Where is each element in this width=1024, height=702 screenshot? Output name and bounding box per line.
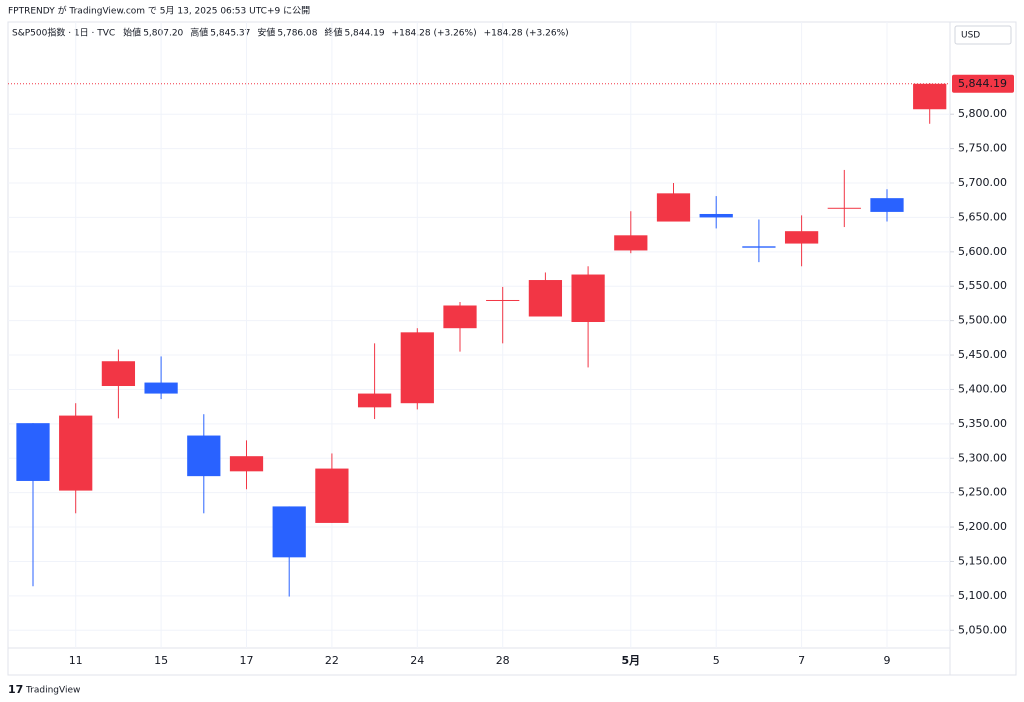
- candle-body: [101, 361, 136, 387]
- change-label: +184.28 (+3.26%): [392, 29, 477, 39]
- candle-body: [614, 235, 648, 251]
- last-price-label: 5,844.19: [958, 77, 1007, 90]
- candle-body: [16, 423, 50, 481]
- y-tick-label: 5,800.00: [958, 107, 1007, 120]
- candle-body: [357, 393, 392, 408]
- candle-body: [144, 382, 178, 394]
- legend-value: 5,845.37: [210, 29, 250, 39]
- logo: 17: [8, 683, 23, 696]
- candle-body: [699, 213, 733, 218]
- y-tick-label: 5,250.00: [958, 486, 1007, 499]
- candle-body: [400, 332, 434, 404]
- x-tick-label: 22: [325, 654, 339, 667]
- legend-label: 高値: [190, 27, 208, 39]
- y-tick-label: 5,500.00: [958, 314, 1007, 327]
- legend-label: 終値: [324, 27, 342, 39]
- last-price-box: [952, 74, 1014, 93]
- x-tick-label: 7: [798, 654, 805, 667]
- symbol: S&P500指数 · 1日 · TVC: [12, 27, 115, 39]
- y-tick-label: 5,600.00: [958, 245, 1007, 258]
- x-tick-label: 11: [69, 654, 83, 667]
- candle-body: [827, 207, 861, 209]
- candle-body: [187, 435, 221, 477]
- y-tick-label: 5,450.00: [958, 348, 1007, 361]
- x-tick-label: 15: [154, 654, 168, 667]
- y-tick-label: 5,200.00: [958, 520, 1007, 533]
- x-tick-label: 5月: [621, 654, 640, 667]
- candle-body: [571, 274, 605, 323]
- legend-value: 5,786.08: [277, 29, 317, 39]
- candle-body: [486, 299, 520, 301]
- legend-value: 5,807.20: [143, 29, 183, 39]
- y-tick-label: 5,650.00: [958, 210, 1007, 223]
- candle-body: [784, 231, 819, 244]
- y-tick-label: 5,150.00: [958, 554, 1007, 567]
- candle-body: [656, 193, 691, 222]
- footer-brand: TradingView: [25, 686, 80, 696]
- change-label: +184.28 (+3.26%): [484, 29, 569, 39]
- x-tick-label: 17: [240, 654, 254, 667]
- x-tick-label: 28: [496, 654, 510, 667]
- candle-body: [315, 468, 349, 523]
- y-tick-label: 5,350.00: [958, 417, 1007, 430]
- x-tick-label: 5: [713, 654, 720, 667]
- legend-label: 安値: [257, 27, 275, 39]
- candle-body: [870, 198, 904, 212]
- x-tick-label: 9: [884, 654, 891, 667]
- chart-frame: [7, 21, 1017, 676]
- candle-body: [528, 280, 563, 317]
- header-title: FPTRENDY が TradingView.com で 5月 13, 2025…: [8, 5, 310, 17]
- y-tick-label: 5,550.00: [958, 279, 1007, 292]
- candle-body: [742, 246, 776, 248]
- candle-body: [443, 305, 477, 329]
- legend-label: 始値: [123, 27, 141, 39]
- legend-value: 5,844.19: [344, 29, 384, 39]
- y-tick-label: 5,050.00: [958, 623, 1007, 636]
- currency: USD: [961, 31, 980, 41]
- candle-body: [59, 415, 93, 491]
- candle-body: [229, 456, 264, 472]
- y-tick-label: 5,700.00: [958, 176, 1007, 189]
- y-tick-label: 5,400.00: [958, 382, 1007, 395]
- candle-body: [913, 83, 947, 110]
- candle-body: [272, 506, 306, 558]
- y-tick-label: 5,300.00: [958, 451, 1007, 464]
- y-tick-label: 5,750.00: [958, 142, 1007, 155]
- x-tick-label: 24: [410, 654, 424, 667]
- y-tick-label: 5,100.00: [958, 589, 1007, 602]
- currency-box[interactable]: [954, 25, 1012, 45]
